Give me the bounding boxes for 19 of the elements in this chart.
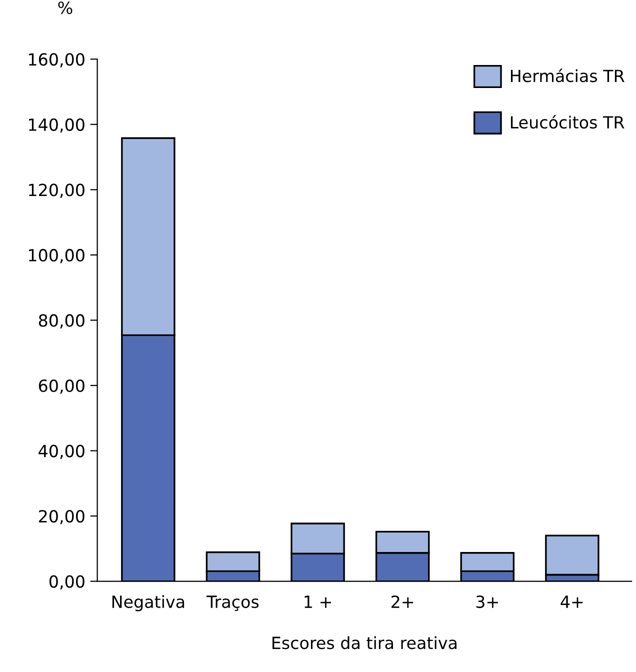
- y-tick-label: 60,00: [38, 379, 84, 394]
- x-tick-label: Traços: [206, 596, 259, 612]
- x-tick-label: Negativa: [112, 595, 184, 612]
- legend-label: Hermácias TR: [510, 68, 624, 82]
- y-tick-label: 40,00: [38, 444, 84, 460]
- x-tick-label: 4+: [560, 596, 583, 608]
- x-tick-label: 3+: [476, 595, 498, 608]
- y-tick-label: 20,00: [39, 510, 84, 524]
- y-tick-label: 80,00: [38, 314, 84, 328]
- y-axis-title: %: [58, 2, 72, 14]
- x-axis-title: Escores da tira reativa: [272, 636, 456, 650]
- y-tick-label: 140,00: [29, 118, 84, 133]
- y-tick-label: 0,00: [49, 575, 84, 590]
- x-tick-label: 1 +: [304, 596, 331, 608]
- y-tick-label: 100,00: [29, 248, 84, 264]
- y-tick-label: 160,00: [29, 53, 84, 68]
- x-tick-label: 2+: [392, 595, 414, 608]
- legend-label: Leucócitos TR: [510, 115, 624, 129]
- y-tick-label: 120,00: [29, 184, 84, 198]
